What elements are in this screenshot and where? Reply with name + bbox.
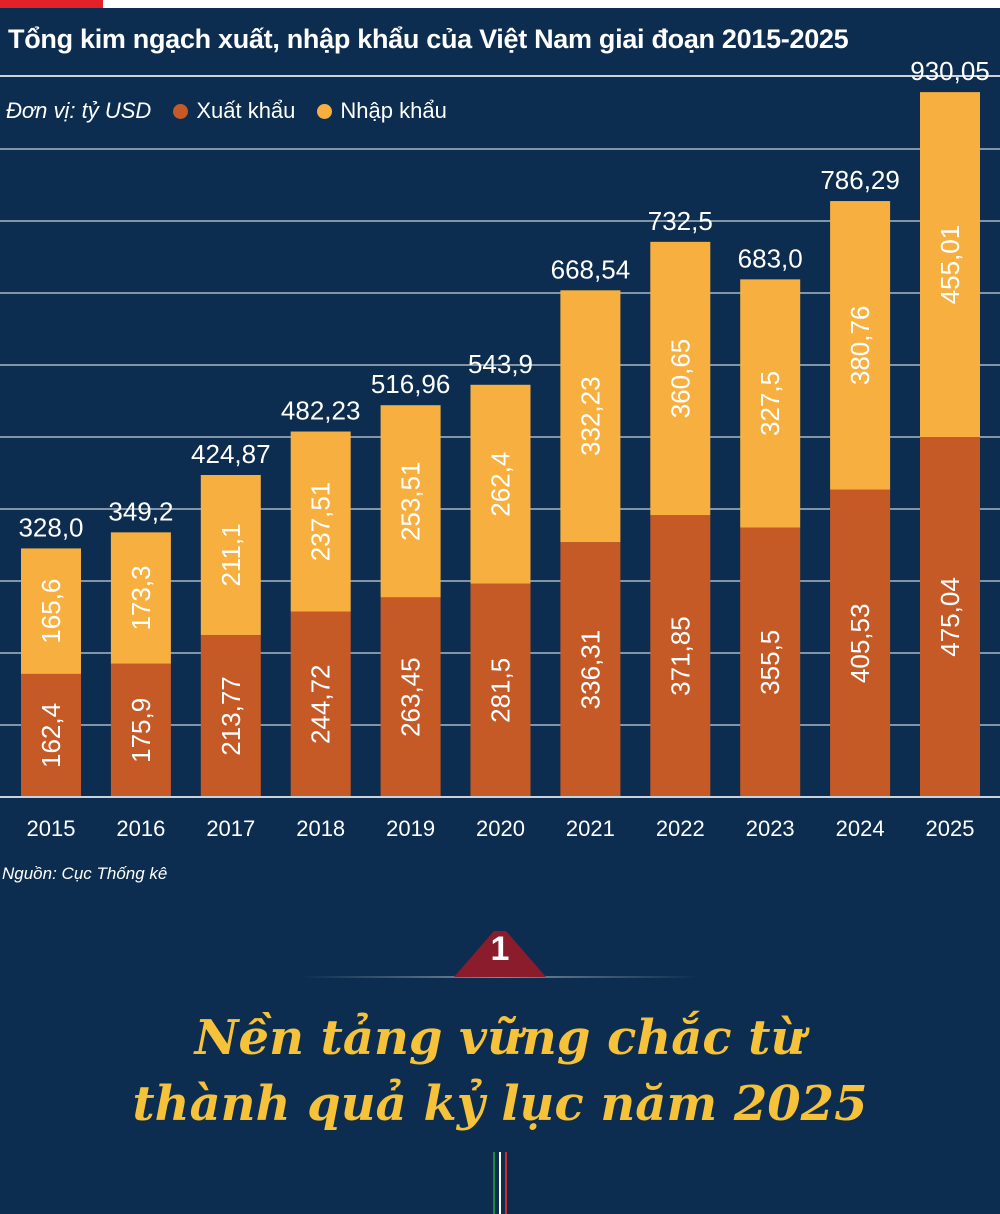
- legend-import-swatch: [317, 103, 333, 119]
- import-value-label: 332,23: [575, 376, 605, 456]
- bar-import: [380, 405, 441, 598]
- badge-divider: [300, 976, 700, 978]
- x-tick-label: 2022: [656, 816, 705, 841]
- total-value-label: 328,0: [18, 512, 83, 542]
- legend-import-label: Nhập khẩu: [340, 98, 447, 123]
- headline-line-2: thành quả kỷ lục năm 2025: [132, 1076, 868, 1132]
- legend-export-swatch: [173, 103, 189, 119]
- bar-import: [560, 290, 621, 543]
- export-value-label: 371,85: [665, 616, 695, 696]
- export-value-label: 175,9: [126, 698, 156, 763]
- bar-import: [740, 279, 801, 528]
- export-value-label: 475,04: [935, 577, 965, 657]
- bar-import: [470, 384, 531, 584]
- headline-line-1: Nền tảng vững chắc từ: [194, 1010, 806, 1066]
- title-divider: [0, 75, 1000, 77]
- bar-export: [290, 611, 351, 797]
- top-accent-bar: [0, 0, 1000, 8]
- export-value-label: 162,4: [36, 703, 66, 768]
- import-value-label: 327,5: [755, 371, 785, 436]
- total-value-label: 732,5: [648, 206, 713, 236]
- section-badge: [454, 931, 546, 977]
- export-value-label: 244,72: [306, 664, 336, 744]
- source-note: Nguồn: Cục Thống kê: [2, 864, 168, 883]
- export-value-label: 213,77: [216, 676, 246, 756]
- x-tick-label: 2015: [27, 816, 76, 841]
- x-tick-label: 2023: [746, 816, 795, 841]
- total-value-label: 683,0: [738, 243, 803, 273]
- x-tick-label: 2025: [926, 816, 975, 841]
- bar-import: [110, 532, 171, 664]
- total-value-label: 482,23: [281, 396, 361, 426]
- import-value-label: 455,01: [935, 225, 965, 305]
- import-value-label: 165,6: [36, 579, 66, 644]
- unit-label: Đơn vị: tỷ USD: [6, 98, 152, 123]
- total-value-label: 424,87: [191, 439, 271, 469]
- bar-export: [830, 489, 891, 797]
- import-value-label: 380,76: [845, 306, 875, 386]
- bar-import: [830, 201, 891, 490]
- top-accent-red: [0, 0, 103, 8]
- import-value-label: 173,3: [126, 565, 156, 630]
- bar-export: [740, 527, 801, 797]
- x-tick-label: 2016: [116, 816, 165, 841]
- bar-import: [650, 241, 711, 516]
- total-value-label: 349,2: [108, 496, 173, 526]
- export-value-label: 263,45: [396, 657, 426, 737]
- section-headline: Nền tảng vững chắc từ thành quả kỷ lục n…: [0, 1005, 1000, 1137]
- total-value-label: 516,96: [371, 369, 451, 399]
- import-value-label: 360,65: [665, 339, 695, 419]
- export-value-label: 281,5: [486, 658, 516, 723]
- chart-title: Tổng kim ngạch xuất, nhập khẩu của Việt …: [8, 24, 849, 54]
- total-value-label: 668,54: [551, 254, 631, 284]
- bar-export: [110, 663, 171, 797]
- bar-export: [920, 436, 980, 797]
- bar-export: [650, 515, 711, 797]
- x-tick-label: 2017: [206, 816, 255, 841]
- x-tick-label: 2018: [296, 816, 345, 841]
- total-value-label: 543,9: [468, 349, 533, 379]
- chart-legend: Đơn vị: tỷ USD Xuất khẩu Nhập khẩu: [6, 98, 447, 124]
- export-value-label: 405,53: [845, 604, 875, 684]
- legend-export-label: Xuất khẩu: [196, 98, 296, 123]
- stacked-bar-chart: 162,4 165,6 328,0 2015 175,9 173,3 349,2 2016 21…: [0, 56, 1000, 841]
- section-number: 1: [490, 930, 510, 968]
- bar-export: [200, 634, 261, 797]
- bar-export: [380, 597, 441, 797]
- bar-export: [560, 542, 621, 797]
- import-value-label: 253,51: [396, 462, 426, 542]
- bar-export: [470, 583, 531, 797]
- x-tick-label: 2019: [386, 816, 435, 841]
- bar-import: [200, 474, 261, 635]
- flag-ornament: [493, 1152, 507, 1214]
- total-value-label: 786,29: [820, 165, 900, 195]
- x-tick-label: 2020: [476, 816, 525, 841]
- bar-export: [21, 673, 81, 797]
- x-tick-label: 2021: [566, 816, 615, 841]
- x-tick-label: 2024: [836, 816, 885, 841]
- export-value-label: 355,5: [755, 630, 785, 695]
- import-value-label: 262,4: [486, 452, 516, 517]
- bar-import: [290, 431, 351, 612]
- import-value-label: 211,1: [216, 523, 246, 586]
- ornament-white-stripe: [499, 1152, 501, 1214]
- ornament-red-stripe: [505, 1152, 507, 1214]
- total-value-label: 930,05: [910, 56, 990, 86]
- ornament-green-stripe: [493, 1152, 495, 1214]
- export-value-label: 336,31: [575, 630, 605, 710]
- bar-import: [21, 548, 81, 674]
- bar-import: [920, 92, 980, 437]
- import-value-label: 237,51: [306, 482, 336, 562]
